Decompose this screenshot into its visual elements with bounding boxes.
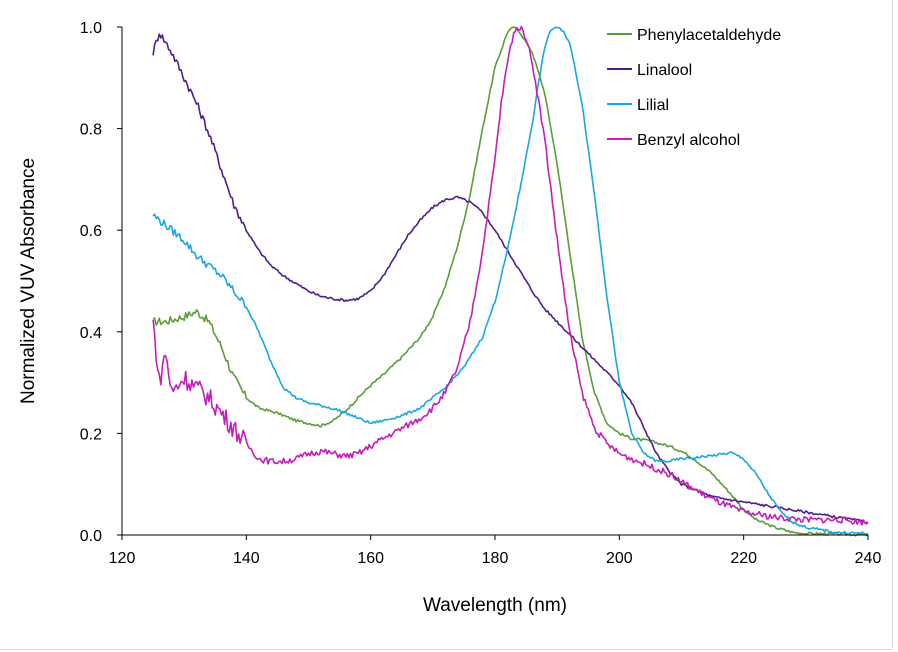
x-tick-label: 140 — [233, 550, 260, 567]
series-line-lilial — [152, 26, 869, 535]
y-tick-label: 0.8 — [80, 122, 102, 139]
y-tick-label: 0.6 — [80, 223, 102, 240]
x-tick-label: 120 — [109, 550, 136, 567]
y-tick-label: 0.0 — [80, 528, 102, 545]
y-axis-ticks: 0.0 0.2 0.4 0.6 0.8 1.0 — [80, 20, 122, 545]
y-tick-label: 0.2 — [80, 426, 102, 443]
x-tick-label: 220 — [730, 550, 757, 567]
x-axis-title: Wavelength (nm) — [423, 595, 567, 616]
series-line-benzyl-alcohol — [152, 25, 869, 526]
y-tick-label: 0.4 — [80, 325, 102, 342]
plot-lines — [152, 25, 869, 537]
series-line-phenylacetaldehyde — [152, 26, 869, 537]
legend: Phenylacetaldehyde Linalool Lilial Benzyl a… — [607, 27, 781, 149]
x-axis-ticks: 120 140 160 180 200 220 240 — [109, 535, 882, 567]
x-tick-label: 180 — [482, 550, 509, 567]
legend-label: Lilial — [637, 97, 669, 114]
legend-label: Benzyl alcohol — [637, 132, 740, 149]
axes — [121, 27, 868, 536]
y-axis-title: Normalized VUV Absorbance — [18, 158, 39, 404]
legend-label: Linalool — [637, 62, 692, 79]
frame-right-edge — [892, 0, 893, 648]
y-tick-label: 1.0 — [80, 20, 102, 37]
x-tick-label: 160 — [357, 550, 384, 567]
x-tick-label: 240 — [855, 550, 882, 567]
legend-label: Phenylacetaldehyde — [637, 27, 781, 44]
frame-bottom-edge — [0, 649, 893, 650]
series-line-linalool — [152, 33, 869, 524]
x-tick-label: 200 — [606, 550, 633, 567]
